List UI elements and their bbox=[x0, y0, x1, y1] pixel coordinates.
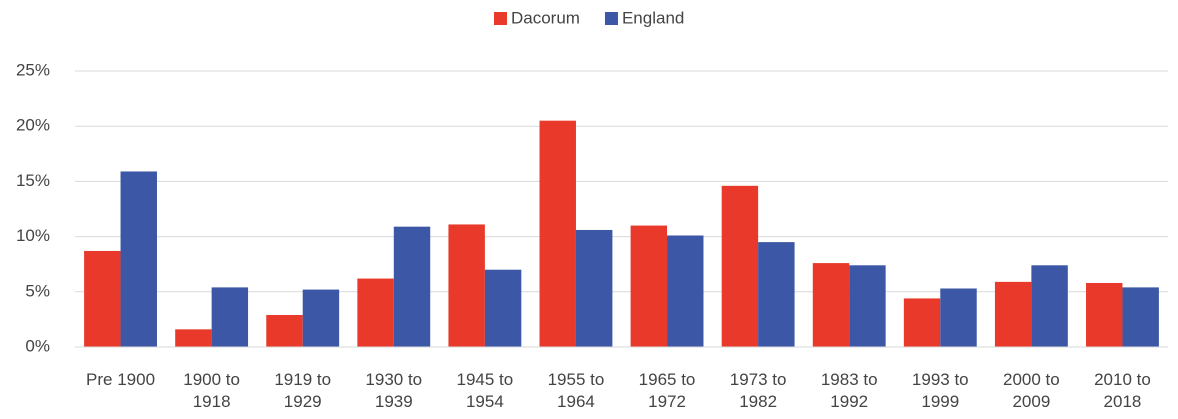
legend-label: Dacorum bbox=[511, 8, 580, 27]
x-tick-label: 1900 to 1918 bbox=[183, 370, 240, 411]
bar bbox=[630, 225, 668, 347]
x-tick-label: 2000 to 2009 bbox=[1003, 370, 1060, 411]
x-tick-label: 2010 to 2018 bbox=[1094, 370, 1151, 411]
bar bbox=[1086, 282, 1123, 347]
bar bbox=[448, 224, 485, 347]
x-tick-label-box: 1955 to 1964 bbox=[547, 370, 605, 411]
x-tick-label-box: 1993 to 1999 bbox=[911, 370, 969, 411]
legend-swatch bbox=[604, 12, 618, 25]
bar bbox=[302, 289, 340, 347]
x-tick-label-box: 1945 to 1954 bbox=[456, 370, 514, 411]
x-tick-label-box: 1973 to 1982 bbox=[729, 370, 787, 411]
bar bbox=[575, 229, 613, 347]
y-tick-label: 20% bbox=[16, 116, 50, 135]
x-tick-label-box: 1930 to 1939 bbox=[365, 370, 423, 411]
x-tick-label: 1983 to 1992 bbox=[820, 370, 878, 411]
bar bbox=[266, 314, 303, 347]
bar bbox=[849, 265, 886, 347]
x-tick-label-box: 1900 to 1918 bbox=[183, 370, 240, 411]
x-tick-label: 1930 to 1939 bbox=[365, 370, 423, 411]
x-tick-label: 1965 to 1972 bbox=[638, 370, 696, 411]
legend: Dacorum England bbox=[494, 8, 684, 27]
x-tick-label: 1955 to 1964 bbox=[547, 370, 605, 411]
y-tick-label: 15% bbox=[16, 171, 50, 190]
bar bbox=[211, 287, 249, 347]
x-tick-label-box: 1919 to 1929 bbox=[274, 370, 332, 411]
x-tick-label: 1919 to 1929 bbox=[274, 370, 332, 411]
y-tick-label: 0% bbox=[25, 336, 50, 355]
bar bbox=[484, 269, 522, 347]
bar bbox=[667, 235, 704, 347]
bar bbox=[721, 185, 759, 347]
y-tick-label: 10% bbox=[16, 226, 50, 245]
bar bbox=[393, 226, 431, 347]
x-tick-label-box: 2000 to 2009 bbox=[1003, 370, 1060, 411]
legend-label: England bbox=[622, 8, 684, 27]
y-tick-label: 5% bbox=[25, 281, 50, 300]
y-tick-label: 25% bbox=[16, 60, 50, 79]
x-tick-label: 1973 to 1982 bbox=[729, 370, 787, 411]
bar bbox=[539, 120, 576, 348]
x-tick-label: Pre 1900 bbox=[86, 370, 156, 389]
bar bbox=[1031, 265, 1068, 347]
bar bbox=[903, 298, 941, 347]
x-tick-label-box: 2010 to 2018 bbox=[1094, 370, 1151, 411]
x-tick-label-box: Pre 1900 bbox=[86, 370, 156, 389]
x-tick-label-box: 1965 to 1972 bbox=[638, 370, 696, 411]
bar bbox=[357, 278, 394, 347]
x-tick-label: 1993 to 1999 bbox=[911, 370, 969, 411]
bar bbox=[812, 263, 850, 347]
bar bbox=[120, 171, 157, 347]
bar bbox=[940, 288, 977, 347]
bar bbox=[175, 329, 212, 347]
x-tick-label: 1945 to 1954 bbox=[456, 370, 514, 411]
bar bbox=[84, 250, 121, 347]
bar bbox=[758, 242, 795, 347]
bar bbox=[1122, 287, 1159, 347]
bar bbox=[994, 281, 1032, 347]
legend-swatch bbox=[494, 12, 507, 25]
x-tick-label-box: 1983 to 1992 bbox=[820, 370, 878, 411]
